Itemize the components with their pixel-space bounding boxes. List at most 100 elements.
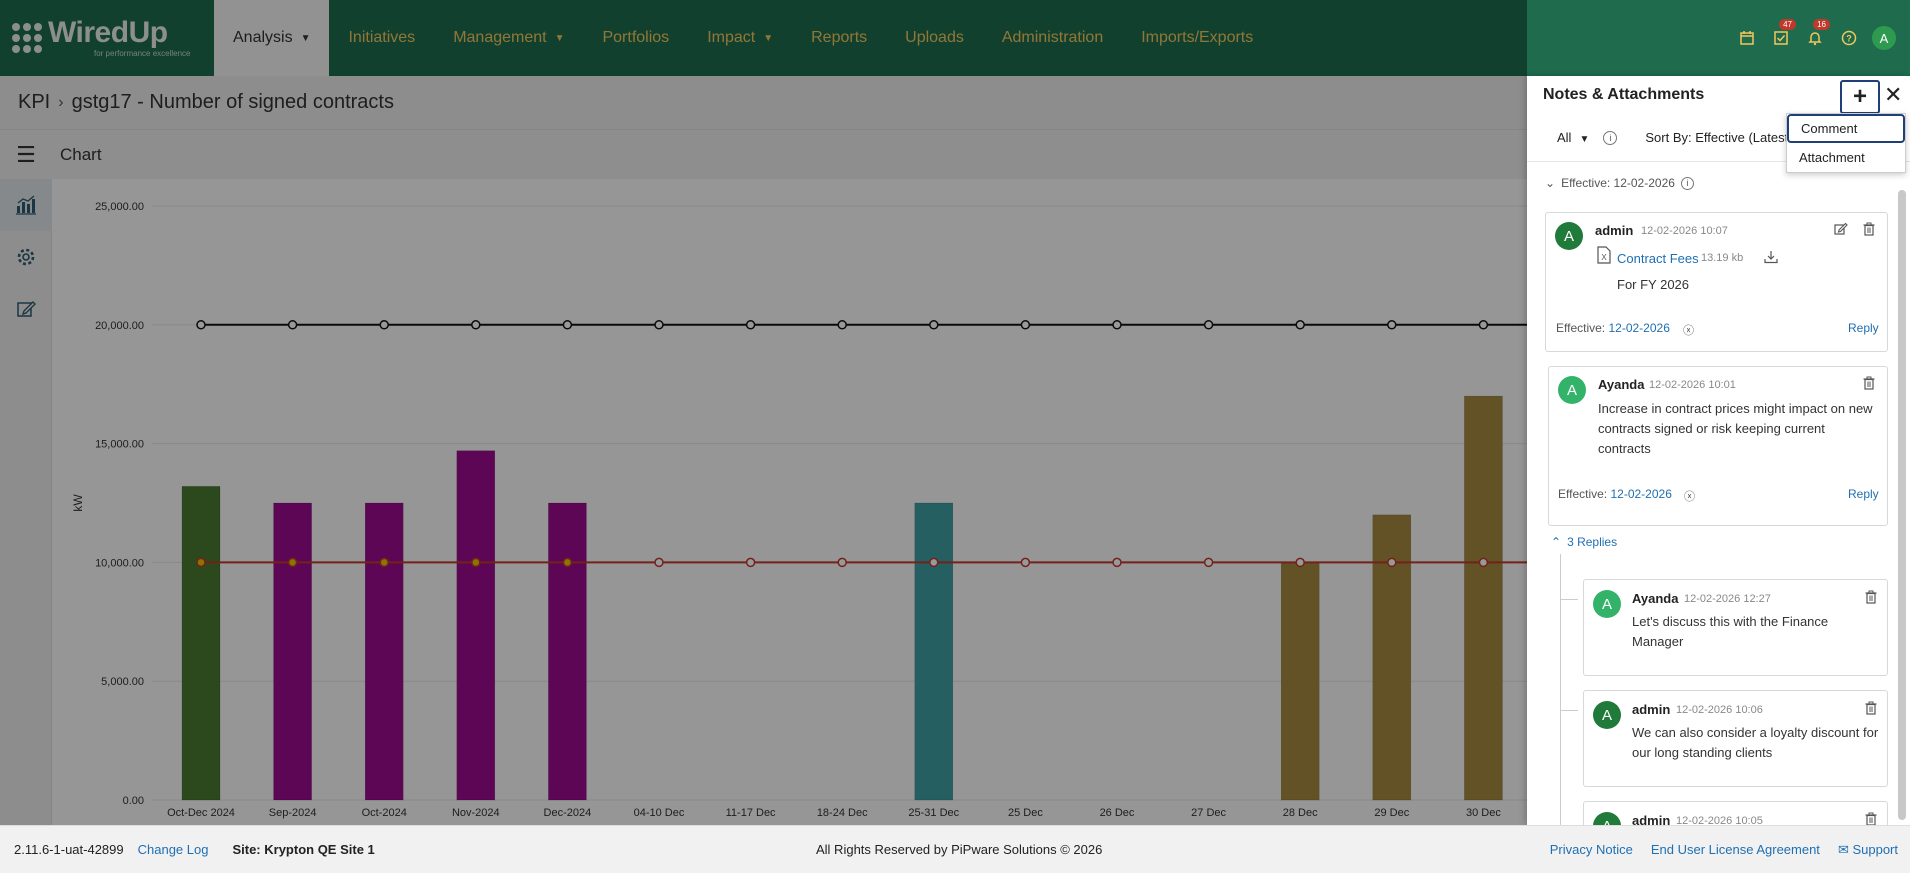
note-card: A admin 12-02-2026 10:07 X Contract Fees…: [1545, 212, 1888, 352]
line-point: [1203, 557, 1214, 568]
attachment-link[interactable]: Contract Fees: [1617, 251, 1699, 266]
chart-header: ☰ Chart: [0, 129, 1527, 179]
avatar: A: [1555, 222, 1583, 250]
line-point: [1020, 557, 1031, 568]
trash-icon[interactable]: [1865, 812, 1877, 825]
menu-item-attachment[interactable]: Attachment: [1799, 150, 1865, 165]
reply-time: 12-02-2026 10:05: [1676, 815, 1763, 825]
menu-icon[interactable]: ☰: [16, 141, 36, 167]
edit-icon[interactable]: [1834, 222, 1848, 239]
line-point: [1478, 320, 1489, 330]
line-point: [196, 320, 206, 330]
nav-item-uploads[interactable]: Uploads: [905, 29, 964, 46]
reply-author: Ayanda: [1632, 591, 1679, 606]
avatar: A: [1558, 376, 1586, 404]
line-point: [287, 557, 298, 568]
x-tick-label: 29 Dec: [1374, 807, 1409, 819]
breadcrumb: KPI › gstg17 - Number of signed contract…: [0, 76, 1527, 129]
nav-item-impact[interactable]: Impact ▼: [707, 29, 774, 46]
line-point: [379, 320, 389, 330]
nav-item-analysis[interactable]: Analysis ▼: [214, 0, 330, 76]
reply-card: A Ayanda 12-02-2026 12:27 Let's discuss …: [1583, 579, 1888, 676]
nav-item-administration[interactable]: Administration: [1001, 29, 1104, 46]
reply-link[interactable]: Reply: [1848, 321, 1879, 335]
panel-scrollbar[interactable]: [1898, 190, 1906, 820]
nav-item-portfolios[interactable]: Portfolios: [602, 29, 670, 46]
bar: [273, 502, 312, 801]
nav-item-initiatives[interactable]: Initiatives: [348, 29, 416, 46]
svg-text:X: X: [1601, 253, 1607, 262]
sort-select[interactable]: Sort By: Effective (Latest): [1645, 130, 1793, 145]
calendar-icon[interactable]: [1730, 21, 1764, 55]
trash-icon[interactable]: [1865, 590, 1877, 607]
y-axis-label: kW: [71, 494, 85, 512]
reply-card: A admin 12-02-2026 10:06 We can also con…: [1583, 690, 1888, 787]
gear-icon[interactable]: [0, 231, 52, 283]
support-link[interactable]: ✉ Support: [1837, 841, 1898, 857]
chevron-down-icon: ▼: [763, 32, 774, 44]
close-icon[interactable]: ✕: [1884, 82, 1903, 107]
reply-card: A admin 12-02-2026 10:05: [1583, 801, 1888, 825]
avatar: A: [1593, 812, 1621, 825]
notification-badge: 16: [1813, 19, 1830, 30]
thread-branch: [1560, 710, 1578, 711]
help-icon[interactable]: ?: [1832, 21, 1866, 55]
wiredup-logo[interactable]: WiredUp for performance excellence: [0, 0, 214, 76]
add-note-menu: Comment Attachment: [1786, 113, 1906, 173]
clear-date-icon[interactable]: ⓧ: [1683, 325, 1694, 337]
effective-group-header[interactable]: ⌄ Effective: 12-02-2026 i: [1527, 162, 1910, 190]
info-icon[interactable]: i: [1603, 130, 1618, 145]
reply-link[interactable]: Reply: [1848, 487, 1879, 501]
copyright: All Rights Reserved by PiPware Solutions…: [816, 842, 1103, 857]
line-point: [654, 557, 664, 568]
trash-icon[interactable]: [1863, 376, 1875, 393]
line-point: [745, 320, 756, 330]
task-badge: 47: [1779, 19, 1796, 30]
bell-icon[interactable]: 16: [1798, 19, 1832, 55]
line-point: [1203, 320, 1214, 330]
breadcrumb-root[interactable]: KPI: [18, 91, 51, 113]
edit-icon[interactable]: [0, 283, 52, 335]
line-point: [1387, 320, 1397, 330]
chevron-down-icon: ▼: [300, 32, 311, 44]
menu-item-comment[interactable]: Comment: [1787, 114, 1905, 143]
eula-link[interactable]: End User License Agreement: [1650, 841, 1820, 857]
clear-date-icon[interactable]: ⓧ: [1684, 491, 1695, 503]
kpi-chart: 25,000.00 20,000.00 15,000.00 10,000.00 5,00…: [71, 201, 1527, 819]
nav-item-reports[interactable]: Reports: [811, 29, 868, 46]
nav-item-imports-exports[interactable]: Imports/Exports: [1141, 29, 1254, 46]
line-point: [379, 557, 389, 568]
line-point: [471, 320, 481, 330]
trash-icon[interactable]: [1865, 701, 1877, 718]
replies-toggle[interactable]: ⌃ 3 Replies: [1551, 535, 1618, 549]
chart-view-icon[interactable]: [0, 179, 52, 231]
download-icon[interactable]: [1764, 250, 1778, 267]
y-tick-label: 15,000.00: [95, 439, 144, 451]
x-tick-label: Oct-2024: [362, 807, 407, 819]
brand-tagline: for performance excellence: [94, 49, 191, 58]
info-icon[interactable]: i: [1680, 176, 1694, 190]
avatar: A: [1593, 701, 1621, 729]
task-check-icon[interactable]: 47: [1764, 19, 1798, 55]
bar: [1280, 562, 1320, 801]
x-tick-label: Oct-Dec 2024: [167, 807, 235, 819]
filter-select[interactable]: All ▼: [1557, 130, 1590, 145]
bar: [181, 486, 221, 801]
nav-item-management[interactable]: Management ▼: [453, 29, 565, 46]
bar: [456, 450, 496, 801]
x-tick-label: 28 Dec: [1283, 807, 1318, 819]
top-navigation: WiredUp for performance excellence Analy…: [0, 0, 1910, 76]
add-note-button[interactable]: +: [1840, 80, 1880, 114]
changelog-link[interactable]: Change Log: [137, 842, 209, 857]
privacy-link[interactable]: Privacy Notice: [1549, 841, 1633, 857]
notes-attachments-panel: Notes & Attachments + ✕ All ▼ i Sort By: …: [1527, 76, 1910, 825]
line-point: [1387, 557, 1397, 568]
line-point: [1112, 320, 1122, 330]
note-time: 12-02-2026 10:01: [1649, 379, 1736, 391]
trash-icon[interactable]: [1863, 222, 1875, 239]
line-point: [287, 320, 298, 330]
svg-text:?: ?: [1846, 34, 1852, 44]
user-avatar[interactable]: A: [1872, 26, 1896, 50]
brand-name: WiredUp: [48, 16, 168, 49]
chart-section-title: Chart: [60, 144, 102, 164]
